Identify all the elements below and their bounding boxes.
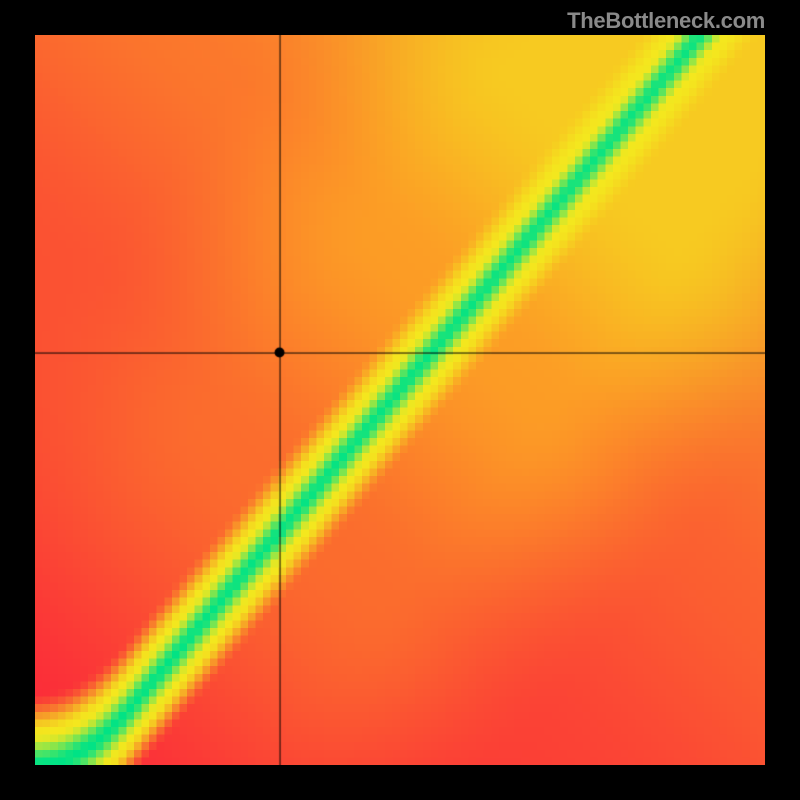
bottleneck-heatmap (35, 35, 765, 765)
crosshair-overlay (35, 35, 765, 765)
watermark-label: TheBottleneck.com (567, 8, 765, 34)
